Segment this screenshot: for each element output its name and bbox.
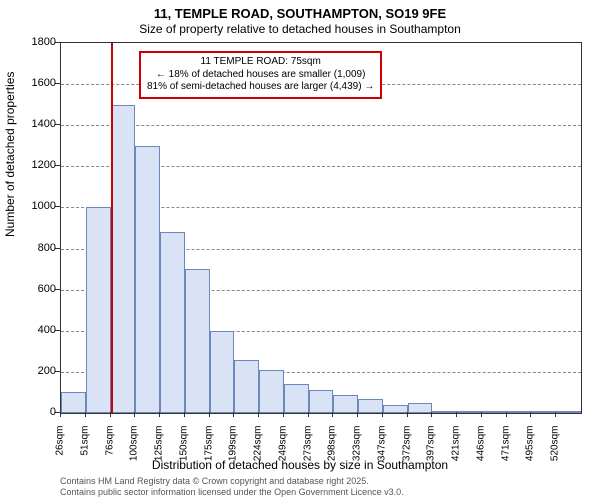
xtick: [85, 412, 86, 417]
xtick-label: 199sqm: [228, 426, 239, 476]
xtick: [110, 412, 111, 417]
footer-line-2: Contains public sector information licen…: [60, 487, 404, 498]
xtick-label: 372sqm: [401, 426, 412, 476]
ytick-label: 1400: [32, 118, 56, 130]
ytick-label: 400: [38, 324, 56, 336]
chart-footer: Contains HM Land Registry data © Crown c…: [60, 476, 404, 498]
xtick: [357, 412, 358, 417]
ytick-label: 0: [50, 406, 56, 418]
annotation-line: ← 18% of detached houses are smaller (1,…: [147, 69, 374, 82]
xtick: [184, 412, 185, 417]
xtick-label: 298sqm: [327, 426, 338, 476]
xtick-label: 323sqm: [352, 426, 363, 476]
xtick-label: 520sqm: [550, 426, 561, 476]
histogram-bar: [408, 403, 433, 413]
xtick: [431, 412, 432, 417]
xtick: [308, 412, 309, 417]
ytick-label: 1000: [32, 200, 56, 212]
histogram-bar: [482, 411, 507, 413]
ytick-label: 200: [38, 365, 56, 377]
xtick-label: 51sqm: [79, 426, 90, 476]
histogram-bar: [111, 105, 136, 413]
xtick: [233, 412, 234, 417]
xtick-label: 224sqm: [253, 426, 264, 476]
xtick-label: 76sqm: [104, 426, 115, 476]
footer-line-1: Contains HM Land Registry data © Crown c…: [60, 476, 404, 487]
xtick-label: 495sqm: [525, 426, 536, 476]
annotation-line: 81% of semi-detached houses are larger (…: [147, 81, 374, 94]
annotation-box: 11 TEMPLE ROAD: 75sqm← 18% of detached h…: [139, 51, 382, 99]
property-marker-line: [111, 43, 113, 413]
histogram-bar: [432, 411, 457, 413]
xtick: [481, 412, 482, 417]
xtick: [407, 412, 408, 417]
xtick-label: 26sqm: [55, 426, 66, 476]
ytick-label: 600: [38, 283, 56, 295]
xtick-label: 446sqm: [475, 426, 486, 476]
xtick: [60, 412, 61, 417]
xtick: [159, 412, 160, 417]
histogram-bar: [185, 269, 210, 413]
xtick-label: 249sqm: [277, 426, 288, 476]
ytick-label: 1800: [32, 36, 56, 48]
annotation-line: 11 TEMPLE ROAD: 75sqm: [147, 56, 374, 69]
chart-title-sub: Size of property relative to detached ho…: [0, 22, 600, 36]
histogram-bar: [457, 411, 482, 413]
xtick: [555, 412, 556, 417]
histogram-bar: [61, 392, 86, 413]
xtick: [382, 412, 383, 417]
histogram-bar: [333, 395, 358, 414]
histogram-bar: [86, 207, 111, 413]
histogram-bar: [531, 411, 556, 413]
xtick: [332, 412, 333, 417]
histogram-bar: [507, 411, 532, 413]
xtick-label: 150sqm: [178, 426, 189, 476]
histogram-bar: [309, 390, 334, 413]
histogram-bar: [135, 146, 160, 413]
xtick: [258, 412, 259, 417]
ytick-label: 800: [38, 242, 56, 254]
xtick-label: 125sqm: [154, 426, 165, 476]
xtick-label: 347sqm: [376, 426, 387, 476]
ytick-label: 1200: [32, 159, 56, 171]
xtick-label: 421sqm: [451, 426, 462, 476]
histogram-bar: [210, 331, 235, 413]
histogram-bar: [556, 411, 581, 413]
xtick-label: 273sqm: [302, 426, 313, 476]
chart-title-main: 11, TEMPLE ROAD, SOUTHAMPTON, SO19 9FE: [0, 6, 600, 21]
gridline: [61, 125, 581, 126]
xtick: [134, 412, 135, 417]
xtick-label: 175sqm: [203, 426, 214, 476]
histogram-bar: [284, 384, 309, 413]
xtick: [209, 412, 210, 417]
xtick-label: 397sqm: [426, 426, 437, 476]
xtick: [283, 412, 284, 417]
xtick: [530, 412, 531, 417]
y-axis-label: Number of detached properties: [3, 72, 17, 237]
ytick-label: 1600: [32, 77, 56, 89]
histogram-bar: [160, 232, 185, 413]
histogram-bar: [259, 370, 284, 413]
xtick-label: 471sqm: [500, 426, 511, 476]
xtick: [506, 412, 507, 417]
histogram-bar: [383, 405, 408, 413]
chart-container: 11, TEMPLE ROAD, SOUTHAMPTON, SO19 9FE S…: [0, 0, 600, 500]
plot-area: 11 TEMPLE ROAD: 75sqm← 18% of detached h…: [60, 42, 582, 414]
histogram-bar: [358, 399, 383, 413]
xtick-label: 100sqm: [129, 426, 140, 476]
histogram-bar: [234, 360, 259, 413]
xtick: [456, 412, 457, 417]
